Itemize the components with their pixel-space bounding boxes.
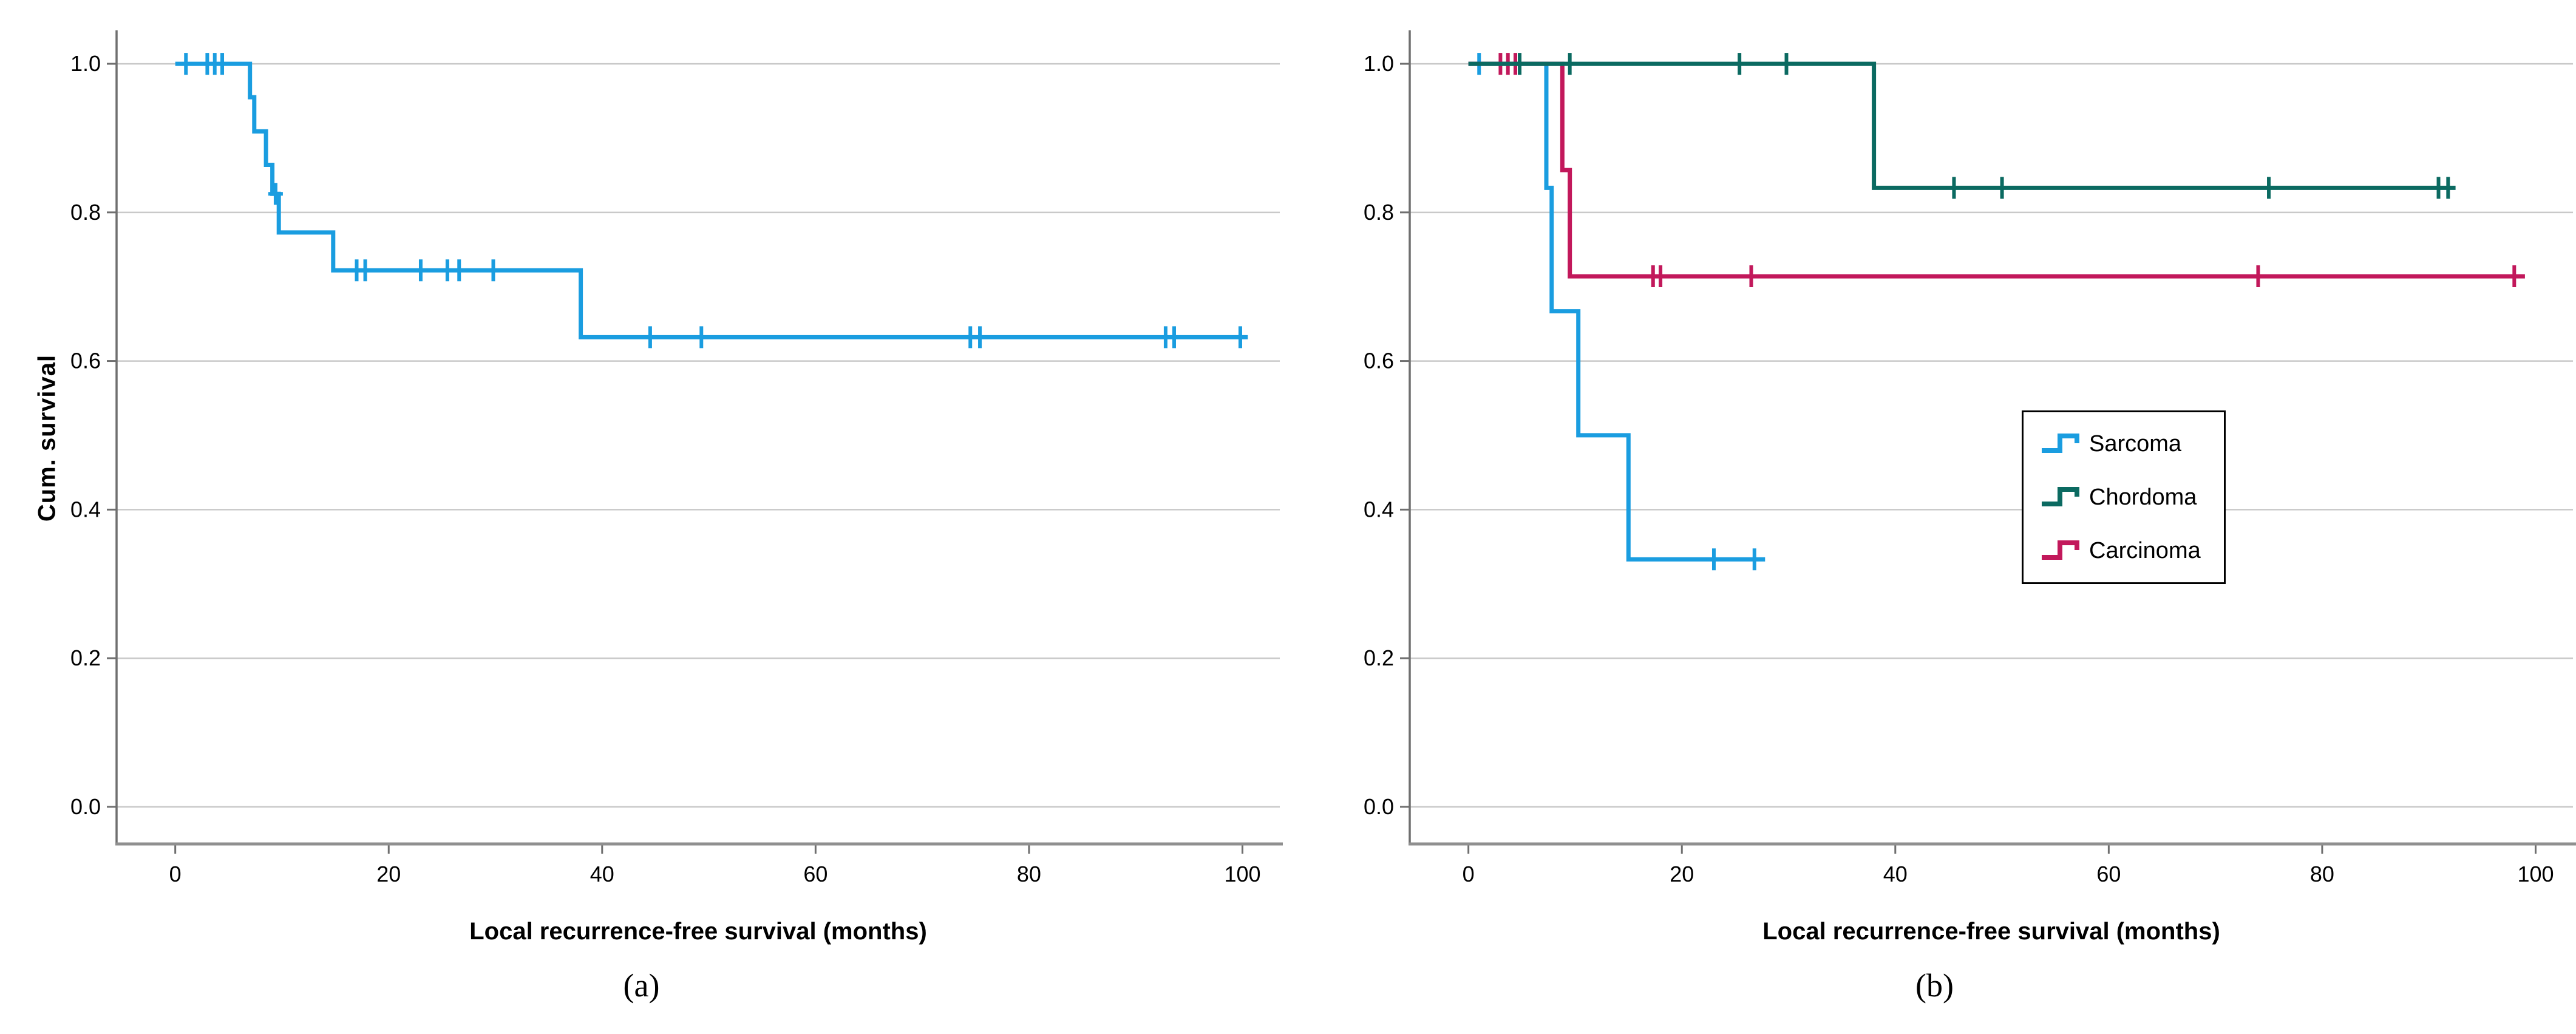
- y-tick-label: 1.0: [70, 51, 101, 76]
- km-curve-sarcoma: [1468, 61, 1765, 562]
- series-sarcoma: [1468, 53, 1765, 571]
- x-tick-label: 0: [169, 862, 182, 886]
- censor-marks-chordoma: [1512, 53, 2456, 199]
- series-all-patients: [175, 53, 1248, 349]
- x-tick-label: 80: [2310, 862, 2334, 886]
- y-tick-label: 1.0: [1364, 51, 1394, 76]
- x-tick-label: 40: [590, 862, 614, 886]
- series-chordoma: [1468, 53, 2456, 199]
- x-tick-label: 40: [1883, 862, 1908, 886]
- legend-swatch-chordoma-icon: [2042, 487, 2079, 506]
- legend-label-carcinoma: Carcinoma: [2089, 537, 2201, 563]
- legend: Sarcoma Chordoma Carcinoma: [2022, 410, 2226, 584]
- x-tick-label: 20: [376, 862, 401, 886]
- x-tick-label: 60: [2096, 862, 2121, 886]
- km-curve-all-patients: [175, 61, 1248, 339]
- y-tick-label: 0.6: [70, 349, 101, 373]
- km-curve-chordoma: [1468, 61, 2456, 190]
- y-tick-label: 0.8: [1364, 200, 1394, 225]
- km-plot-b: 0.0 0.2 0.4 0.6 0.8 1.0 0 20 40 60 80 100: [1364, 30, 2576, 886]
- y-tick-label: 0.2: [1364, 645, 1394, 670]
- caption-b: (b): [1915, 967, 1954, 1004]
- caption-a: (a): [623, 967, 660, 1004]
- x-tick-label: 100: [1224, 862, 1260, 886]
- legend-swatch-carcinoma-icon: [2042, 540, 2079, 560]
- censor-marks-sarcoma: [1472, 53, 1762, 571]
- y-axis-title: Cum. survival: [33, 354, 61, 522]
- x-tick-label: 100: [2517, 862, 2554, 886]
- legend-label-sarcoma: Sarcoma: [2089, 430, 2182, 457]
- y-tick-label: 0.8: [70, 200, 101, 225]
- y-tick-label: 0.2: [70, 645, 101, 670]
- x-tick-label: 80: [1017, 862, 1041, 886]
- legend-swatch-sarcoma-icon: [2042, 434, 2079, 453]
- x-tick-label: 0: [1463, 862, 1475, 886]
- x-tick-label: 20: [1670, 862, 1694, 886]
- y-tick-label: 0.4: [1364, 497, 1394, 522]
- legend-item-sarcoma: Sarcoma: [2039, 417, 2224, 471]
- km-curve-carcinoma: [1468, 61, 2525, 279]
- x-axis-title-a: Local recurrence-free survival (months): [469, 918, 927, 945]
- series-carcinoma: [1468, 53, 2525, 288]
- km-plot-a: 0.0 0.2 0.4 0.6 0.8 1.0 0 20 40 60 80 100: [70, 30, 1287, 886]
- plot-area-by-histology: 0.0 0.2 0.4 0.6 0.8 1.0 0 20 40 60 80 100: [1293, 0, 2576, 1034]
- plot-area-overall: 0.0 0.2 0.4 0.6 0.8 1.0 0 20 40 60 80 100: [0, 0, 1287, 1034]
- censor-marks-carcinoma: [1493, 53, 2522, 288]
- x-tick-label: 60: [803, 862, 828, 886]
- km-chart-by-histology: 0.0 0.2 0.4 0.6 0.8 1.0 0 20 40 60 80 100 Local rec…: [1293, 0, 2576, 1034]
- x-axis-title-b: Local recurrence-free survival (months): [1762, 918, 2220, 945]
- legend-label-chordoma: Chordoma: [2089, 484, 2197, 510]
- y-tick-label: 0.0: [1364, 794, 1394, 819]
- y-tick-label: 0.0: [70, 794, 101, 819]
- legend-item-chordoma: Chordoma: [2039, 471, 2224, 524]
- y-tick-label: 0.4: [70, 497, 101, 522]
- km-chart-overall: 0.0 0.2 0.4 0.6 0.8 1.0 0 20 40 60 80 100 Cum. surv…: [0, 0, 1287, 1034]
- censor-marks-all-patients: [178, 53, 1248, 349]
- y-tick-label: 0.6: [1364, 349, 1394, 373]
- legend-item-carcinoma: Carcinoma: [2039, 524, 2224, 577]
